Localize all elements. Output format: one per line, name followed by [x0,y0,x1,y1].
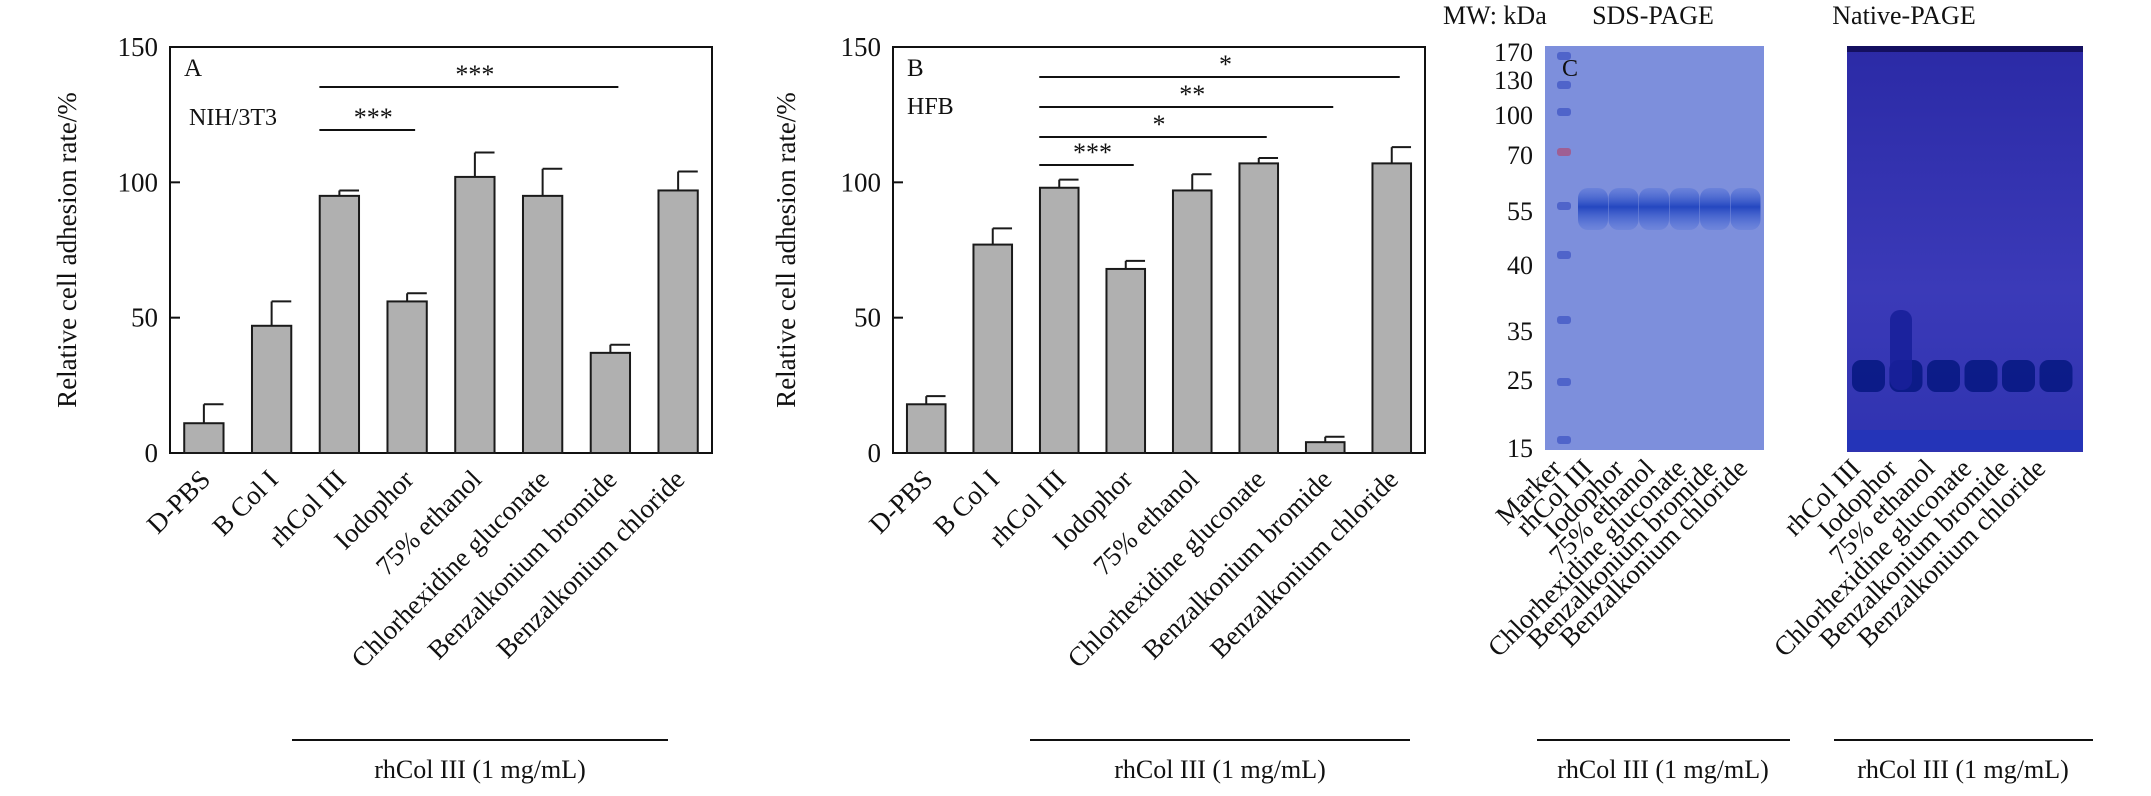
bar-7 [657,189,699,454]
bar-3 [1105,267,1147,454]
bar-6 [589,351,632,454]
sds-band-5 [1730,188,1761,230]
sds-group-label: rhCol III (1 mg/mL) [1557,755,1769,784]
significance-label-2: ** [1179,80,1205,109]
mw-tick-label-7: 25 [1507,366,1533,395]
y-tick-label: 0 [145,438,159,468]
y-axis-label: Relative cell adhesion rate/% [771,92,801,408]
y-tick-label: 150 [841,32,882,62]
significance-label-1: *** [455,60,494,89]
native-band-2 [1927,360,1960,392]
marker-band-1 [1557,81,1571,89]
bar-7 [1371,162,1413,455]
bar-0 [905,403,947,454]
bar-1 [972,243,1014,454]
native-band-5 [2039,360,2073,392]
category-label-0: D-PBS [141,464,216,539]
significance-label-3: * [1219,50,1232,79]
mw-tick-label-4: 55 [1507,197,1533,226]
mw-tick-label-0: 170 [1494,38,1533,67]
marker-band-8 [1557,436,1571,444]
marker-band-3 [1557,148,1571,156]
panel-letter: B [907,55,924,82]
sds-band-3 [1669,188,1700,230]
marker-band-6 [1557,316,1571,324]
mw-title: MW: kDa [1443,1,1547,30]
panel-b-bar-chart: 0 50 100 150 Relative cell adhesion rate/% BH… [771,32,1426,784]
native-band-3 [1964,360,1998,392]
sds-band-2 [1639,188,1669,230]
y-tick-label: 100 [118,167,159,197]
mw-tick-label-5: 40 [1507,251,1533,280]
sds-gel-image [1545,46,1764,450]
bar-2 [1038,186,1080,454]
sds-band-0 [1578,188,1608,230]
bar-2 [318,194,361,454]
mw-tick-label-8: 15 [1507,434,1533,463]
sds-page-title: SDS-PAGE [1592,1,1714,30]
marker-band-4 [1557,202,1571,210]
bar-1 [250,324,293,454]
native-smear-iodophor [1890,310,1912,390]
marker-band-0 [1557,52,1571,60]
y-tick-label: 0 [868,438,882,468]
native-gel-bands [1847,46,2083,450]
plot-frame [892,46,1426,454]
bar-0 [183,422,225,454]
native-bottom-band [1847,430,2083,450]
native-group-label: rhCol III (1 mg/mL) [1857,755,2069,784]
bar-4 [1171,189,1213,454]
y-tick-label: 150 [118,32,159,62]
marker-band-2 [1557,108,1571,116]
bar-5 [1238,162,1280,455]
mw-tick-label-1: 130 [1494,66,1533,95]
significance-label-0: *** [354,103,393,132]
y-tick-label: 100 [841,167,882,197]
native-band-4 [2002,360,2035,392]
panel-c-letter: C [1562,56,1578,82]
bar-3 [386,300,428,454]
marker-band-7 [1557,378,1571,386]
significance-label-0: *** [1073,138,1112,167]
mw-tick-label-2: 100 [1494,101,1533,130]
cell-type-label: NIH/3T3 [189,105,277,131]
mw-tick-label-3: 70 [1507,141,1533,170]
marker-band-5 [1557,251,1571,259]
sds-gel-bands [1557,52,1761,444]
cell-type-label: HFB [907,94,954,120]
category-label-0: D-PBS [863,464,938,539]
sds-band-1 [1608,188,1639,230]
native-page-title: Native-PAGE [1832,1,1975,30]
native-band-0 [1852,360,1885,392]
bar-6 [1304,441,1346,455]
mw-tick-label-6: 35 [1507,317,1533,346]
group-label: rhCol III (1 mg/mL) [374,755,586,784]
y-tick-label: 50 [131,303,158,333]
native-well-line [1847,46,2083,52]
panel-a-bar-chart: 0 50 100 150 Relative cell adhesion rate/% AN… [52,32,713,784]
sds-band-4 [1700,188,1730,230]
bar-4 [454,175,496,454]
bar-5 [521,194,564,454]
significance-label-1: * [1153,110,1166,139]
y-axis-label: Relative cell adhesion rate/% [52,92,82,408]
y-tick-label: 50 [854,303,881,333]
group-label: rhCol III (1 mg/mL) [1114,755,1326,784]
plot-frame [169,46,713,454]
panel-letter: A [184,55,202,82]
